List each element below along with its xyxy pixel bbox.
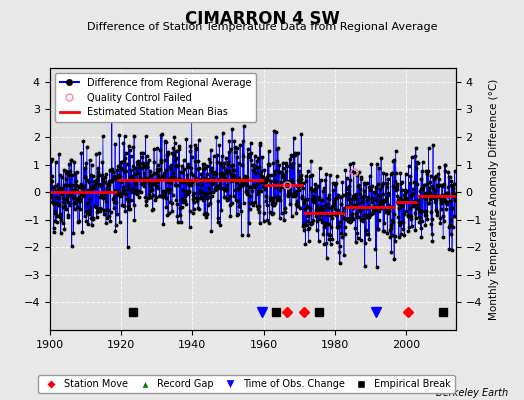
Legend: Station Move, Record Gap, Time of Obs. Change, Empirical Break: Station Move, Record Gap, Time of Obs. C… bbox=[38, 375, 455, 393]
Y-axis label: Monthly Temperature Anomaly Difference (°C): Monthly Temperature Anomaly Difference (… bbox=[489, 78, 499, 320]
Text: Berkeley Earth: Berkeley Earth bbox=[436, 388, 508, 398]
Text: Difference of Station Temperature Data from Regional Average: Difference of Station Temperature Data f… bbox=[87, 22, 437, 32]
Text: CIMARRON 4 SW: CIMARRON 4 SW bbox=[184, 10, 340, 28]
Legend: Difference from Regional Average, Quality Control Failed, Estimated Station Mean: Difference from Regional Average, Qualit… bbox=[54, 73, 256, 122]
